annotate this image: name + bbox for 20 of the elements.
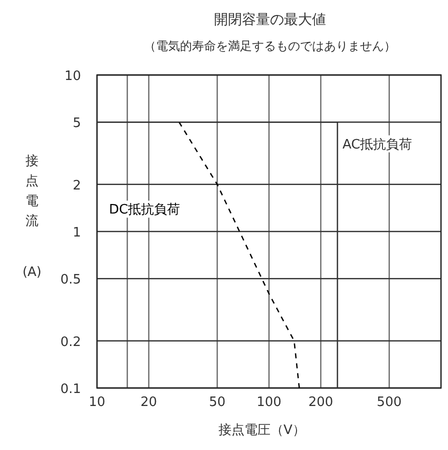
ytick: 5 xyxy=(72,116,81,132)
xlabel: 接点電圧（V） xyxy=(218,423,306,438)
ytick: 1 xyxy=(72,226,81,240)
ylabel: 接点電流 xyxy=(26,154,38,229)
xtick: 100 xyxy=(256,395,282,410)
xtick: 50 xyxy=(208,395,226,410)
ytick: 0.2 xyxy=(60,334,81,350)
annotation: (A) xyxy=(22,265,42,280)
ytick: 0.5 xyxy=(60,272,81,288)
xtick: 10 xyxy=(88,395,106,410)
series-label: DC抵抗負荷 xyxy=(109,202,180,218)
xtick: 200 xyxy=(308,395,334,410)
xtick: 500 xyxy=(376,395,402,410)
series-label: AC抵抗負荷 xyxy=(342,137,412,152)
ytick: 0.1 xyxy=(60,382,81,397)
xtick: 20 xyxy=(140,395,158,410)
ytick: 2 xyxy=(72,178,81,194)
ytick: 10 xyxy=(64,69,81,84)
title: 開閉容量の最大値 xyxy=(214,12,326,28)
subtitle: （電気的寿命を満足するものではありません） xyxy=(144,39,396,53)
